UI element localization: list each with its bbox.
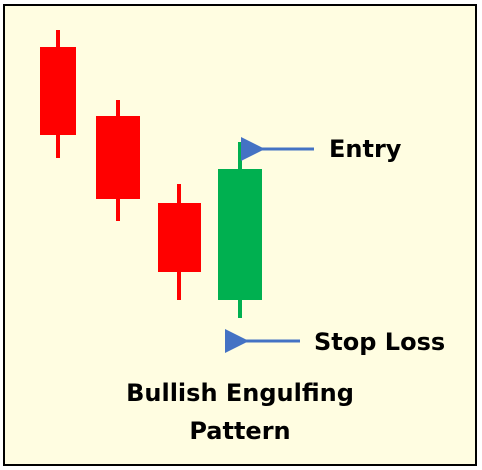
caption-line-1: Bullish Engulfing — [126, 379, 354, 407]
candle-1-body — [40, 47, 76, 135]
candle-2-body — [96, 116, 140, 199]
candle-4-bullish — [218, 142, 262, 318]
stop-loss-label: Stop Loss — [314, 328, 445, 356]
candle-3-bearish — [158, 184, 201, 300]
candle-3-body — [158, 203, 201, 272]
candle-1-bearish — [40, 30, 76, 158]
candle-2-bearish — [96, 100, 140, 221]
candle-4-body — [218, 169, 262, 300]
caption-line-2: Pattern — [189, 417, 290, 445]
entry-label: Entry — [329, 135, 402, 163]
